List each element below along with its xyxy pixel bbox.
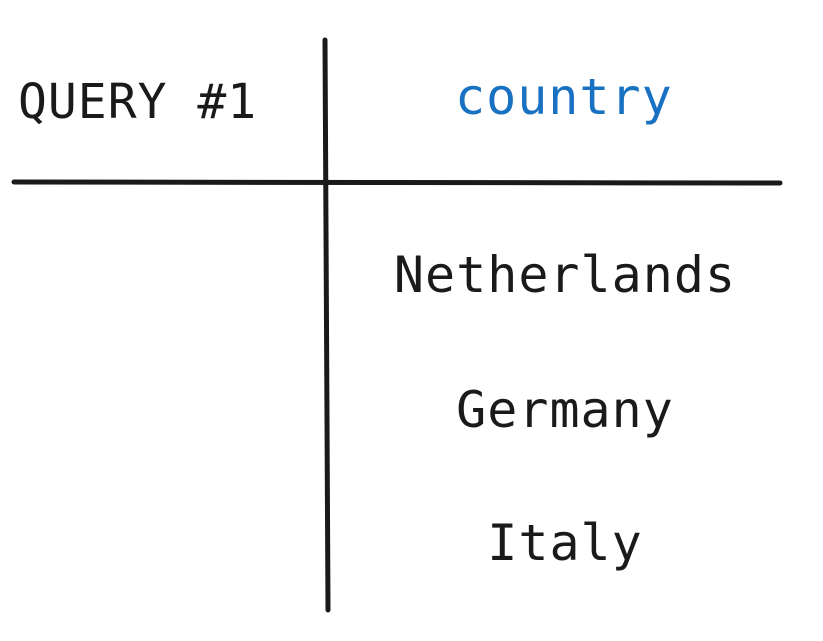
query-label: QUERY #1: [18, 74, 258, 130]
result-row: Germany: [456, 381, 674, 439]
column-header-country: country: [455, 68, 673, 126]
result-row: Italy: [487, 514, 643, 572]
result-row: Netherlands: [393, 246, 737, 304]
horizontal-divider: [11, 179, 783, 186]
vertical-divider: [322, 37, 331, 613]
